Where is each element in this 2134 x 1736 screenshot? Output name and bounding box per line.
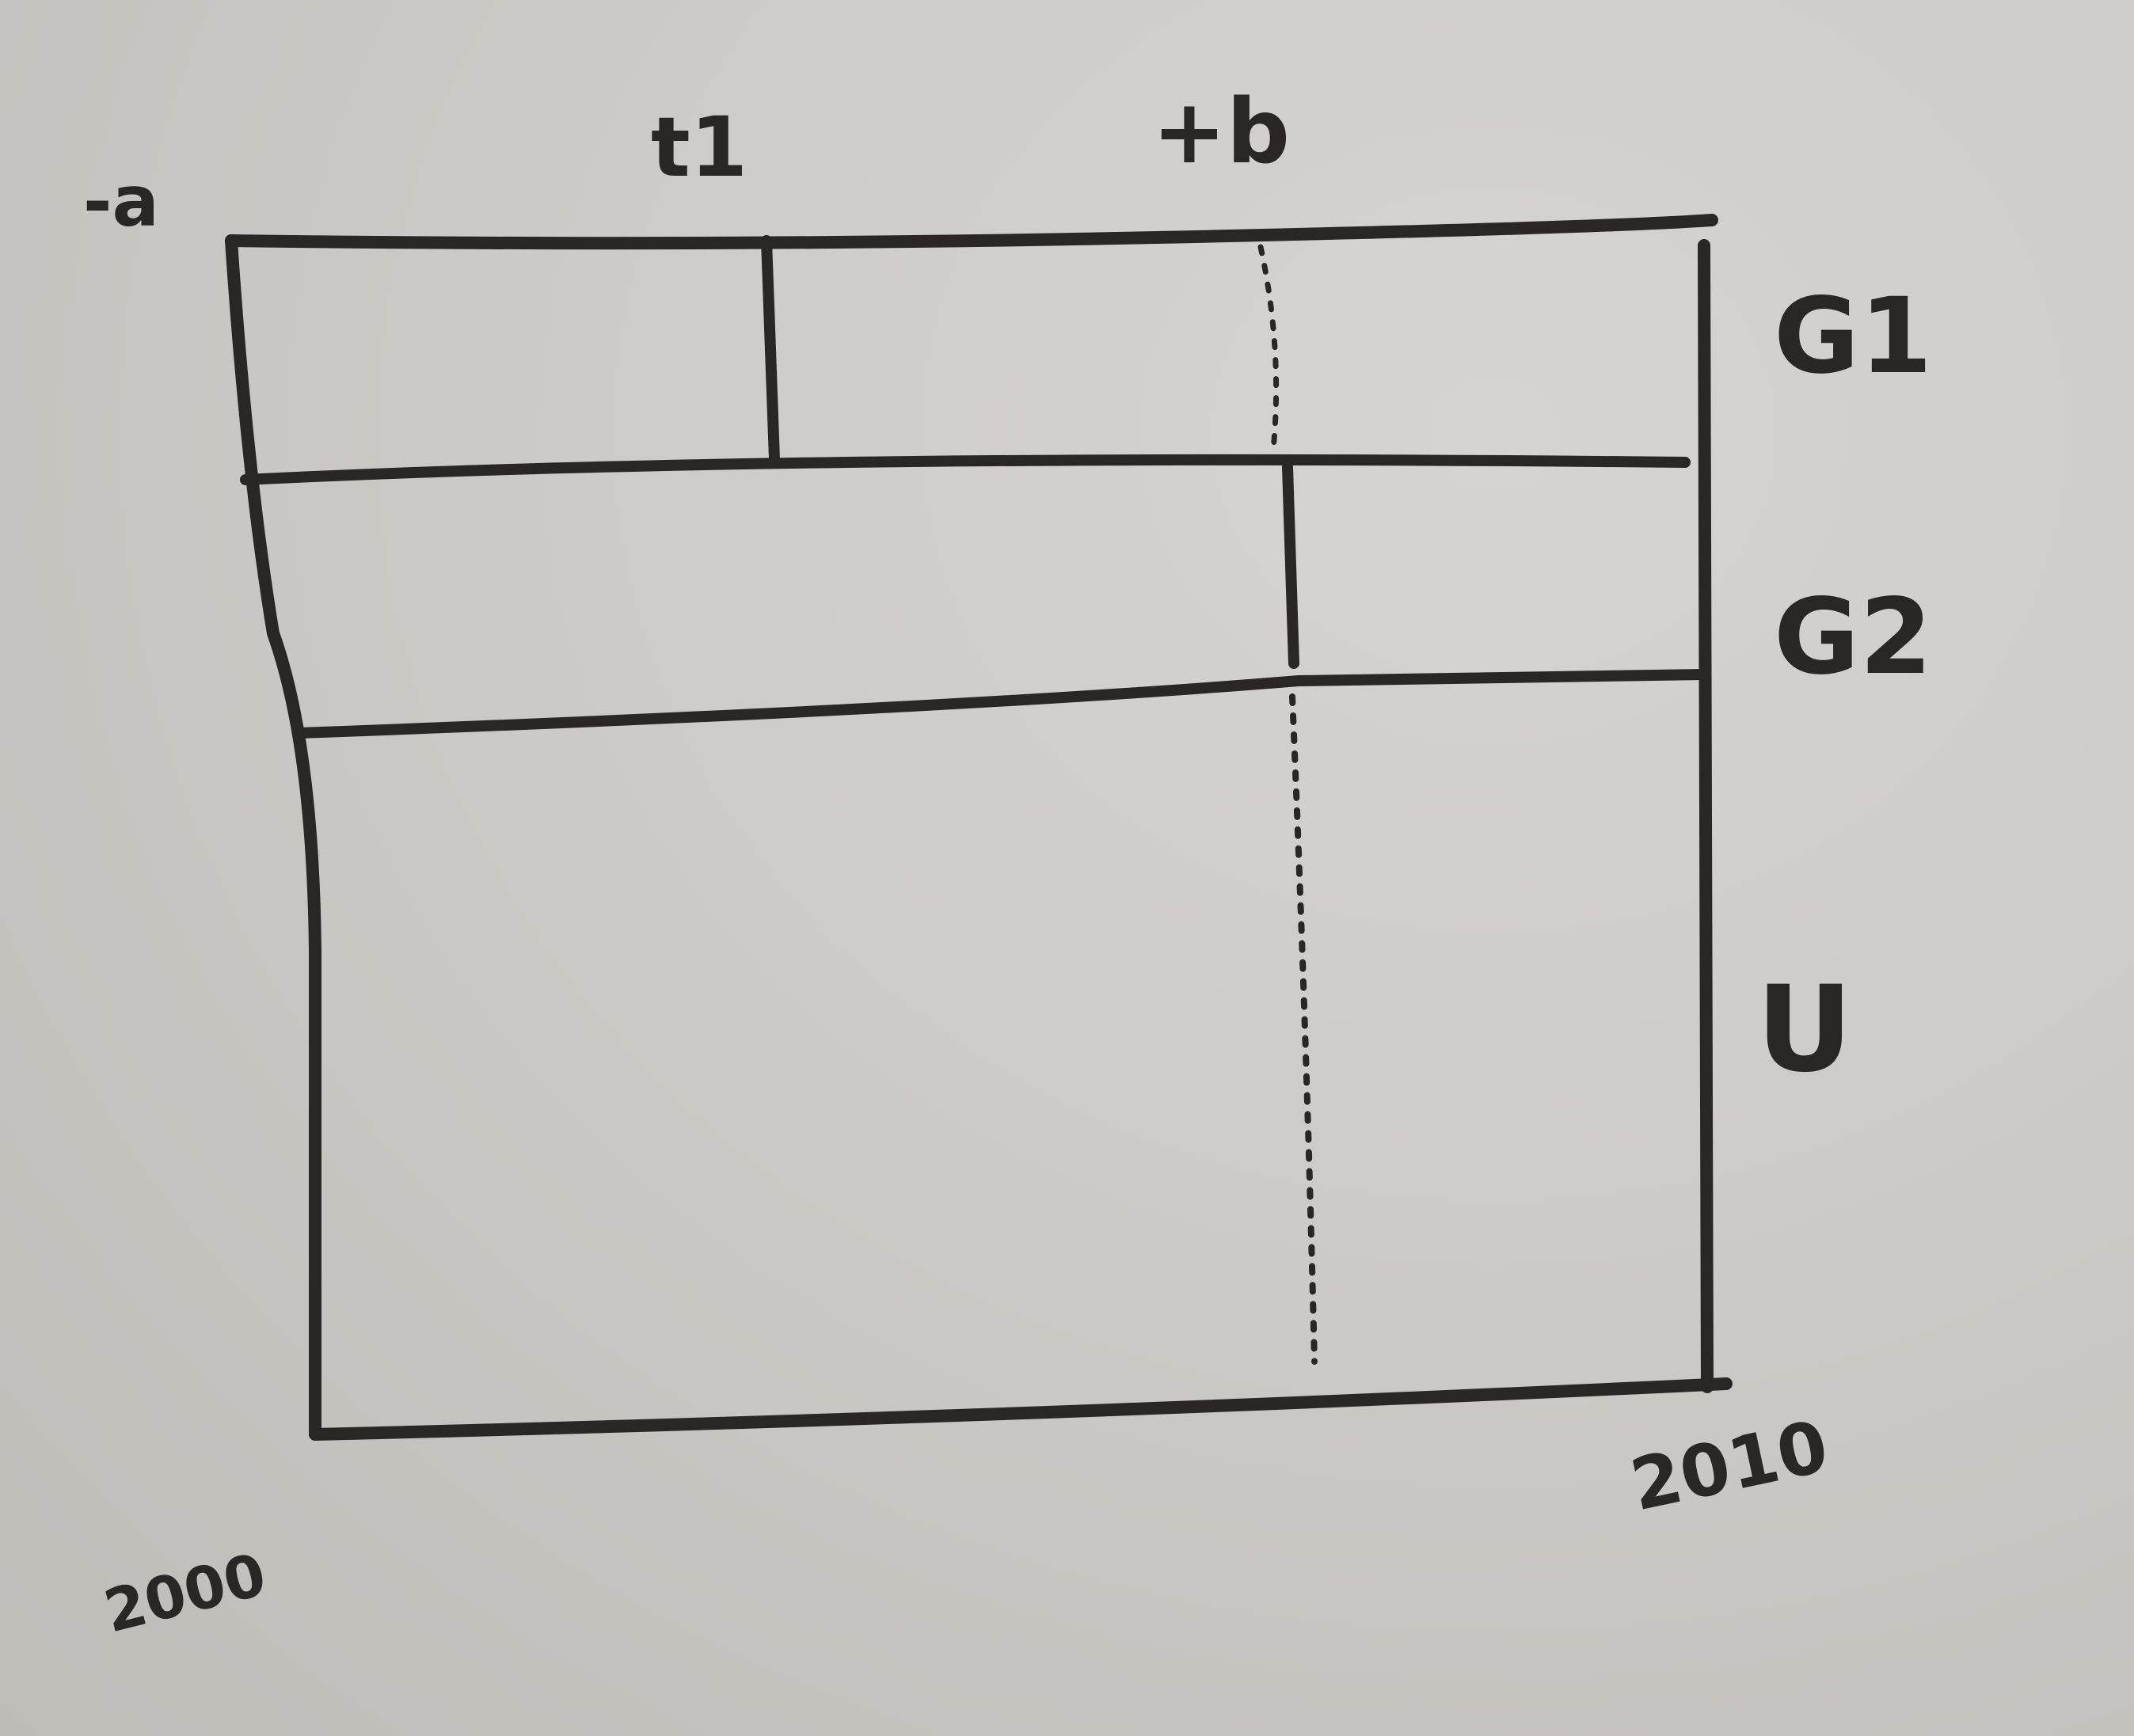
label-minus-a: -a	[83, 161, 159, 242]
row-divider-g2-u	[294, 669, 1710, 739]
b-line-g2	[1282, 462, 1299, 669]
label-plus-b: +b	[1152, 81, 1290, 184]
label-g1: G1	[1774, 275, 1932, 397]
label-2010: 2010	[1624, 1405, 1835, 1528]
box-left-edge	[225, 234, 321, 1441]
label-g2: G2	[1774, 576, 1932, 698]
box-right-edge	[1698, 239, 1714, 1393]
row-divider-g1-g2	[240, 454, 1691, 485]
box-top-edge	[225, 214, 1718, 250]
label-2000: 2000	[98, 1540, 273, 1646]
label-u: U	[1756, 961, 1853, 1099]
b-dotted-line-u	[1289, 693, 1318, 1365]
label-t1: t1	[651, 99, 747, 196]
t1-line-g1	[761, 235, 780, 465]
box-bottom-edge	[309, 1377, 1733, 1441]
b-dotted-line-g1	[1257, 244, 1280, 453]
